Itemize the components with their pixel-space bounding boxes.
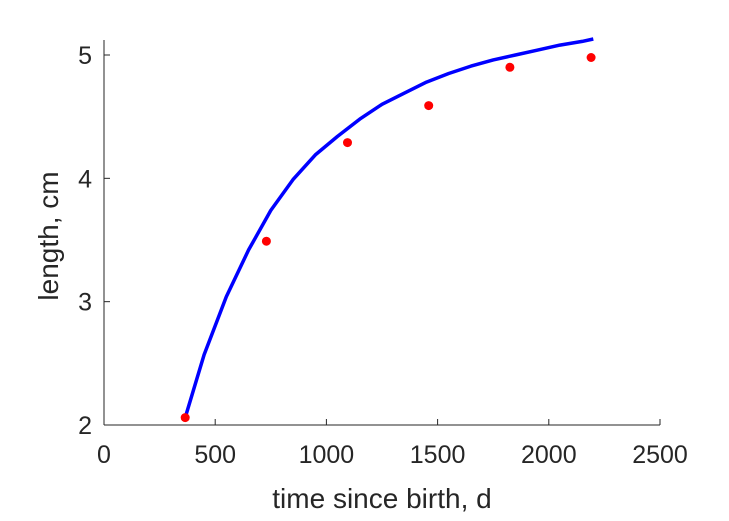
y-axis-label: length, cm — [33, 171, 64, 300]
data-point — [261, 236, 271, 246]
data-point — [180, 413, 190, 423]
x-tick-label: 2500 — [632, 441, 688, 469]
axes — [103, 40, 660, 426]
x-tick-label: 2000 — [521, 441, 577, 469]
y-tick-label: 4 — [78, 165, 92, 193]
data-point — [343, 138, 352, 148]
data-point — [505, 62, 515, 72]
x-tick-label: 500 — [194, 441, 236, 469]
data-point — [586, 53, 596, 62]
data-point — [424, 101, 434, 111]
fit-curve-line — [183, 37, 594, 419]
y-tick-label: 2 — [78, 412, 92, 440]
plot-area — [180, 37, 596, 423]
ticks: 0 500 1000 1500 2000 2500 2 3 4 5 — [78, 42, 688, 469]
x-tick-label: 1500 — [410, 441, 466, 469]
x-tick-label: 0 — [97, 441, 111, 469]
x-tick-label: 1000 — [299, 441, 355, 469]
y-tick-label: 3 — [78, 289, 92, 317]
y-tick-label: 5 — [78, 42, 92, 70]
x-axis-label: time since birth, d — [272, 483, 491, 514]
